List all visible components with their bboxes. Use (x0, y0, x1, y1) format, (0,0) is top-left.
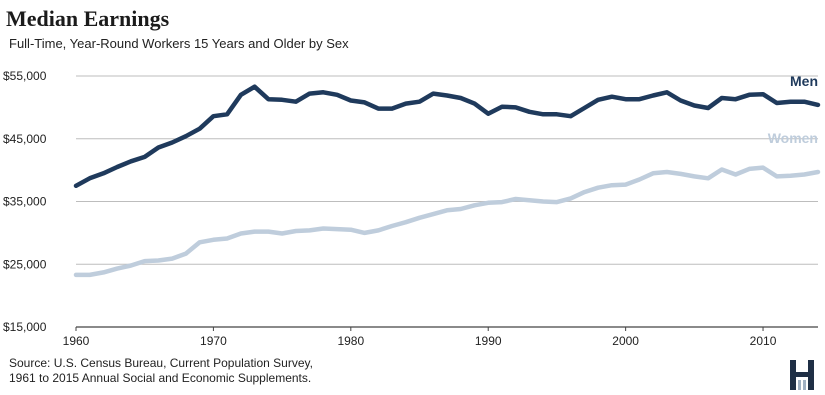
series-labels: Men Women (768, 73, 818, 146)
y-tick-label: $25,000 (3, 257, 47, 271)
x-tick-label: 1960 (63, 334, 90, 348)
logo-left-bar (790, 360, 796, 390)
y-tick-label: $55,000 (3, 69, 47, 83)
source-line-1: Source: U.S. Census Bureau, Current Popu… (9, 356, 313, 370)
source-note: Source: U.S. Census Bureau, Current Popu… (9, 356, 313, 386)
logo-window-right (803, 380, 806, 390)
y-tick-label: $15,000 (3, 320, 47, 334)
x-axis-tick-labels: 1960 1970 1980 1990 2000 2010 (63, 334, 777, 348)
x-tick-label: 2010 (750, 334, 777, 348)
series-line-women (73, 165, 821, 278)
x-tick-label: 1980 (337, 334, 364, 348)
y-tick-label: $45,000 (3, 132, 47, 146)
chart-title: Median Earnings (6, 6, 170, 31)
logo-window-left (798, 380, 801, 390)
series-lines (73, 84, 821, 278)
x-tick-label: 1970 (200, 334, 227, 348)
series-label-women: Women (768, 130, 818, 146)
y-tick-label: $35,000 (3, 195, 47, 209)
house-h-logo-icon (790, 360, 814, 390)
x-tick-label: 2000 (612, 334, 639, 348)
logo-cross-bar (796, 372, 808, 377)
chart-subtitle: Full-Time, Year-Round Workers 15 Years a… (9, 36, 349, 51)
series-line-men (73, 84, 821, 189)
series-label-men: Men (790, 73, 818, 89)
y-axis-tick-labels: $15,000 $25,000 $35,000 $45,000 $55,000 (3, 69, 47, 334)
x-tick-label: 1990 (475, 334, 502, 348)
logo-right-bar (808, 360, 814, 390)
source-line-2: 1961 to 2015 Annual Social and Economic … (9, 371, 312, 385)
grid-lines (75, 75, 818, 331)
